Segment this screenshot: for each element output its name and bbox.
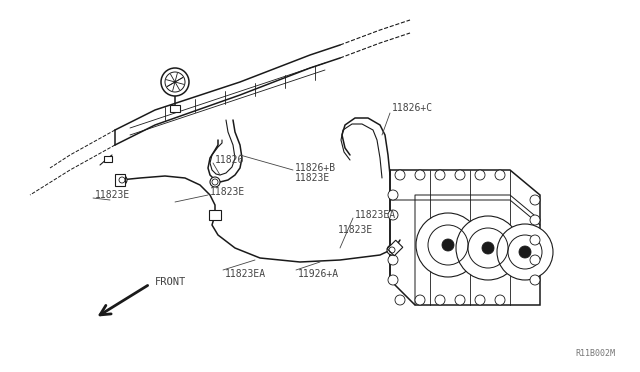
Circle shape	[435, 170, 445, 180]
Circle shape	[210, 177, 220, 187]
Circle shape	[530, 275, 540, 285]
Text: 11926+A: 11926+A	[298, 269, 339, 279]
Circle shape	[497, 224, 553, 280]
Circle shape	[495, 295, 505, 305]
Circle shape	[519, 246, 531, 258]
Circle shape	[455, 295, 465, 305]
Text: 11823E: 11823E	[95, 190, 131, 200]
Circle shape	[455, 170, 465, 180]
Polygon shape	[387, 240, 403, 256]
Text: 11826+B: 11826+B	[295, 163, 336, 173]
Circle shape	[395, 295, 405, 305]
Circle shape	[388, 255, 398, 265]
Polygon shape	[390, 170, 540, 305]
Circle shape	[117, 175, 127, 185]
Circle shape	[395, 170, 405, 180]
Text: 11823E: 11823E	[210, 187, 245, 197]
Text: 11823EA: 11823EA	[225, 269, 266, 279]
Circle shape	[387, 245, 397, 255]
Text: R11B002M: R11B002M	[575, 349, 615, 358]
Text: 11826: 11826	[215, 155, 244, 165]
Polygon shape	[209, 210, 221, 220]
Circle shape	[161, 68, 189, 96]
Text: 11823E: 11823E	[295, 173, 330, 183]
Text: 11823EA: 11823EA	[355, 210, 396, 220]
Circle shape	[495, 170, 505, 180]
Circle shape	[530, 195, 540, 205]
Circle shape	[416, 213, 480, 277]
Circle shape	[482, 242, 494, 254]
Circle shape	[475, 295, 485, 305]
Polygon shape	[104, 156, 112, 162]
Text: FRONT: FRONT	[155, 277, 186, 287]
Circle shape	[530, 235, 540, 245]
Circle shape	[530, 255, 540, 265]
Circle shape	[415, 170, 425, 180]
Circle shape	[388, 210, 398, 220]
Circle shape	[388, 190, 398, 200]
Text: 11826+C: 11826+C	[392, 103, 433, 113]
Circle shape	[456, 216, 520, 280]
Polygon shape	[115, 174, 125, 186]
Polygon shape	[170, 105, 180, 112]
Circle shape	[530, 215, 540, 225]
Circle shape	[475, 170, 485, 180]
Circle shape	[442, 239, 454, 251]
Circle shape	[388, 275, 398, 285]
Circle shape	[435, 295, 445, 305]
Text: 11823E: 11823E	[338, 225, 373, 235]
Circle shape	[415, 295, 425, 305]
